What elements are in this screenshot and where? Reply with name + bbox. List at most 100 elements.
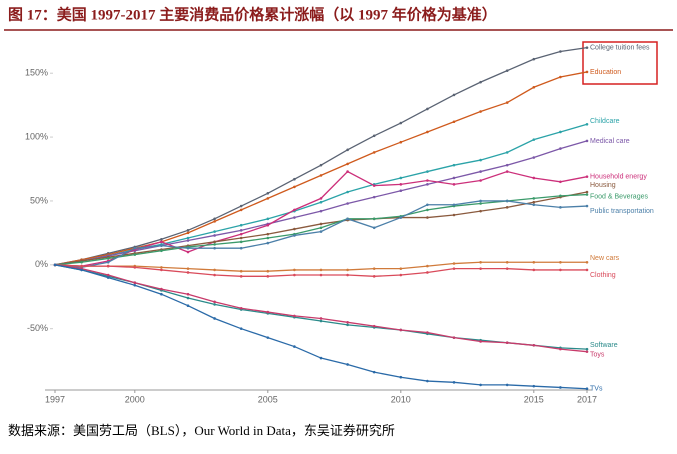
series-line	[54, 123, 588, 266]
series-label: Software	[590, 342, 618, 349]
point	[213, 300, 216, 304]
point	[399, 176, 403, 180]
point	[479, 80, 482, 84]
point	[372, 217, 376, 221]
chart-title: 图 17：美国 1997-2017 主要消费品价格累计涨幅（以 1997 年价格…	[8, 5, 497, 23]
point	[585, 260, 589, 264]
point	[160, 249, 163, 253]
y-tick-label: -50%	[27, 323, 48, 333]
x-tick-label: 2010	[391, 394, 411, 404]
point	[266, 191, 270, 195]
point	[532, 138, 536, 141]
point	[399, 267, 403, 270]
point	[160, 244, 163, 247]
point	[80, 268, 83, 272]
point	[585, 70, 589, 74]
point	[399, 375, 403, 379]
point	[372, 195, 376, 199]
point	[585, 190, 589, 194]
point	[186, 304, 190, 307]
point	[532, 197, 536, 200]
point	[399, 273, 403, 277]
point	[239, 240, 243, 244]
y-tick-label: 0%	[35, 259, 48, 269]
point	[505, 206, 509, 209]
point	[479, 158, 482, 162]
point	[346, 320, 349, 324]
point	[426, 130, 429, 134]
point	[452, 176, 456, 180]
series-label: TVs	[590, 386, 603, 393]
point	[266, 232, 270, 236]
point	[479, 179, 482, 182]
point	[53, 263, 57, 267]
point	[505, 267, 509, 270]
point	[399, 189, 403, 193]
point	[532, 176, 536, 180]
point	[479, 199, 482, 203]
point	[532, 156, 536, 159]
point	[452, 163, 456, 167]
point	[585, 46, 589, 49]
point	[559, 75, 562, 79]
point	[585, 123, 589, 126]
series-label: College tuition fees	[590, 45, 650, 52]
point	[239, 236, 243, 240]
point	[293, 208, 296, 212]
point	[399, 121, 403, 125]
point	[452, 336, 456, 339]
point	[505, 341, 509, 345]
point	[452, 267, 456, 270]
point	[585, 347, 589, 351]
point	[266, 241, 270, 245]
point	[532, 268, 536, 272]
point	[239, 246, 243, 250]
point	[239, 269, 243, 273]
point	[319, 356, 323, 360]
point	[559, 386, 562, 389]
point	[80, 264, 83, 268]
point	[346, 202, 349, 205]
point	[585, 204, 589, 208]
point	[319, 163, 323, 167]
point	[452, 203, 456, 207]
point	[585, 139, 589, 143]
point	[426, 107, 429, 111]
point	[426, 203, 429, 207]
point	[293, 273, 296, 277]
series-label: Housing	[590, 182, 616, 189]
series-label: Food & Beverages	[590, 193, 648, 200]
point	[293, 234, 296, 237]
point	[559, 260, 562, 264]
point	[293, 185, 296, 189]
point	[213, 220, 216, 223]
point	[213, 273, 216, 277]
point	[585, 175, 589, 178]
point	[266, 310, 270, 314]
point	[186, 250, 190, 254]
point	[372, 275, 376, 278]
series-label: Medical care	[590, 138, 630, 145]
y-tick-label: 100%	[25, 131, 48, 141]
point	[213, 230, 216, 233]
point	[266, 236, 270, 240]
point	[452, 183, 456, 186]
point	[426, 331, 429, 334]
point	[346, 162, 349, 166]
point	[106, 273, 110, 277]
point	[532, 384, 536, 388]
point	[239, 275, 243, 278]
point	[426, 208, 429, 212]
point	[346, 170, 349, 173]
point	[532, 203, 536, 207]
y-tick-label: 50%	[30, 195, 48, 205]
point	[133, 266, 137, 269]
point	[399, 183, 403, 186]
point	[452, 262, 456, 265]
point	[160, 240, 163, 244]
point	[505, 69, 509, 72]
point	[319, 222, 323, 226]
point	[80, 260, 83, 264]
point	[532, 343, 536, 347]
point	[239, 208, 243, 212]
